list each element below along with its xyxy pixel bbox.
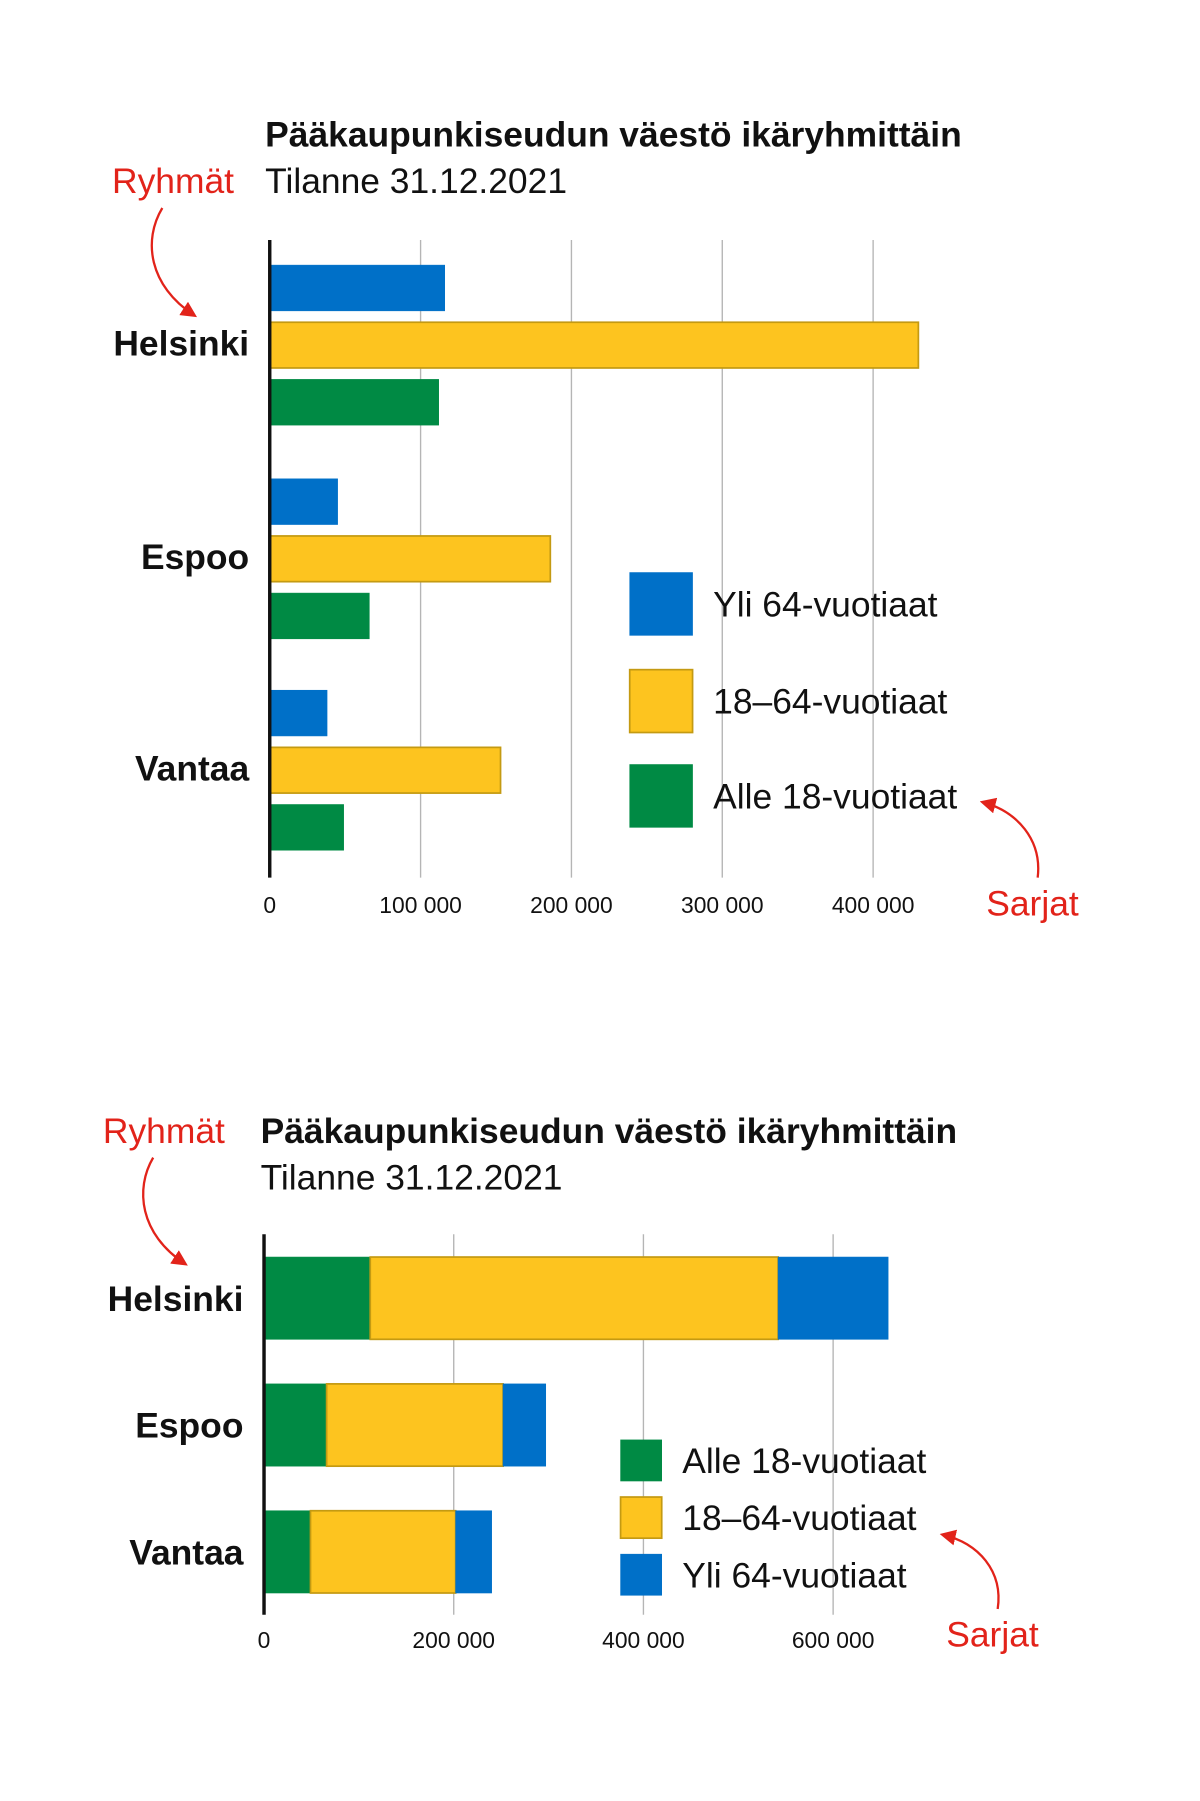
legend-label: Alle 18-vuotiaat (713, 777, 957, 817)
x-tick-label: 200 000 (530, 892, 613, 918)
groups-annotation: Ryhmät (103, 1111, 225, 1151)
bar (309, 1509, 457, 1594)
bar (269, 264, 446, 312)
bar (269, 592, 370, 640)
legend-swatch (629, 764, 693, 828)
bar (268, 321, 920, 369)
legend-label: Alle 18-vuotiaat (682, 1441, 926, 1481)
category-label: Vantaa (129, 1532, 243, 1572)
stacked-bar-chart: Pääkaupunkiseudun väestö ikäryhmittäin T… (103, 1111, 1039, 1655)
bar (325, 1383, 504, 1468)
x-tick-label: 400 000 (832, 892, 915, 918)
category-label: Helsinki (113, 323, 249, 363)
bar (268, 746, 502, 794)
category-label: Helsinki (108, 1279, 244, 1319)
chart-title: Pääkaupunkiseudun väestö ikäryhmittäin (265, 114, 962, 154)
chart-subtitle: Tilanne 31.12.2021 (265, 161, 567, 201)
category-label: Espoo (135, 1406, 243, 1446)
x-tick-label: 0 (263, 892, 276, 918)
category-label: Espoo (141, 537, 249, 577)
bar (269, 379, 439, 426)
chart-subtitle: Tilanne 31.12.2021 (261, 1158, 563, 1198)
bar (263, 1383, 327, 1467)
bar (269, 478, 338, 525)
groups-annotation: Ryhmät (112, 161, 234, 201)
series-annotation: Sarjat (986, 883, 1079, 923)
groups-arrow (150, 207, 197, 318)
series-arrow (939, 1529, 1000, 1610)
bar (455, 1510, 492, 1594)
bar (269, 689, 328, 737)
series-arrow (979, 797, 1040, 878)
category-label: Vantaa (135, 749, 249, 789)
legend-swatch (629, 572, 693, 636)
bar (269, 804, 344, 851)
groups-arrow (142, 1157, 188, 1266)
legend-label: Yli 64-vuotiaat (682, 1555, 907, 1595)
bar (369, 1256, 779, 1341)
legend-label: Yli 64-vuotiaat (713, 585, 938, 625)
x-tick-label: 400 000 (602, 1627, 685, 1653)
x-tick-label: 100 000 (379, 892, 462, 918)
bar (777, 1256, 889, 1340)
legend-label: 18–64-vuotiaat (682, 1498, 916, 1538)
legend-swatch (620, 1553, 662, 1596)
bar (263, 1256, 371, 1340)
series-annotation: Sarjat (946, 1615, 1039, 1655)
bar (268, 535, 552, 583)
x-tick-label: 200 000 (412, 1627, 495, 1653)
chart-title: Pääkaupunkiseudun väestö ikäryhmittäin (261, 1111, 958, 1151)
bar (263, 1510, 311, 1594)
x-tick-label: 300 000 (681, 892, 764, 918)
x-tick-label: 600 000 (792, 1627, 875, 1653)
legend-label: 18–64-vuotiaat (713, 682, 947, 722)
legend-swatch (620, 1439, 662, 1482)
grouped-bar-chart: Pääkaupunkiseudun väestö ikäryhmittäin T… (112, 114, 1079, 923)
bar (502, 1383, 547, 1467)
x-tick-label: 0 (258, 1627, 271, 1653)
legend-swatch (619, 1496, 663, 1540)
legend-swatch (628, 668, 694, 734)
